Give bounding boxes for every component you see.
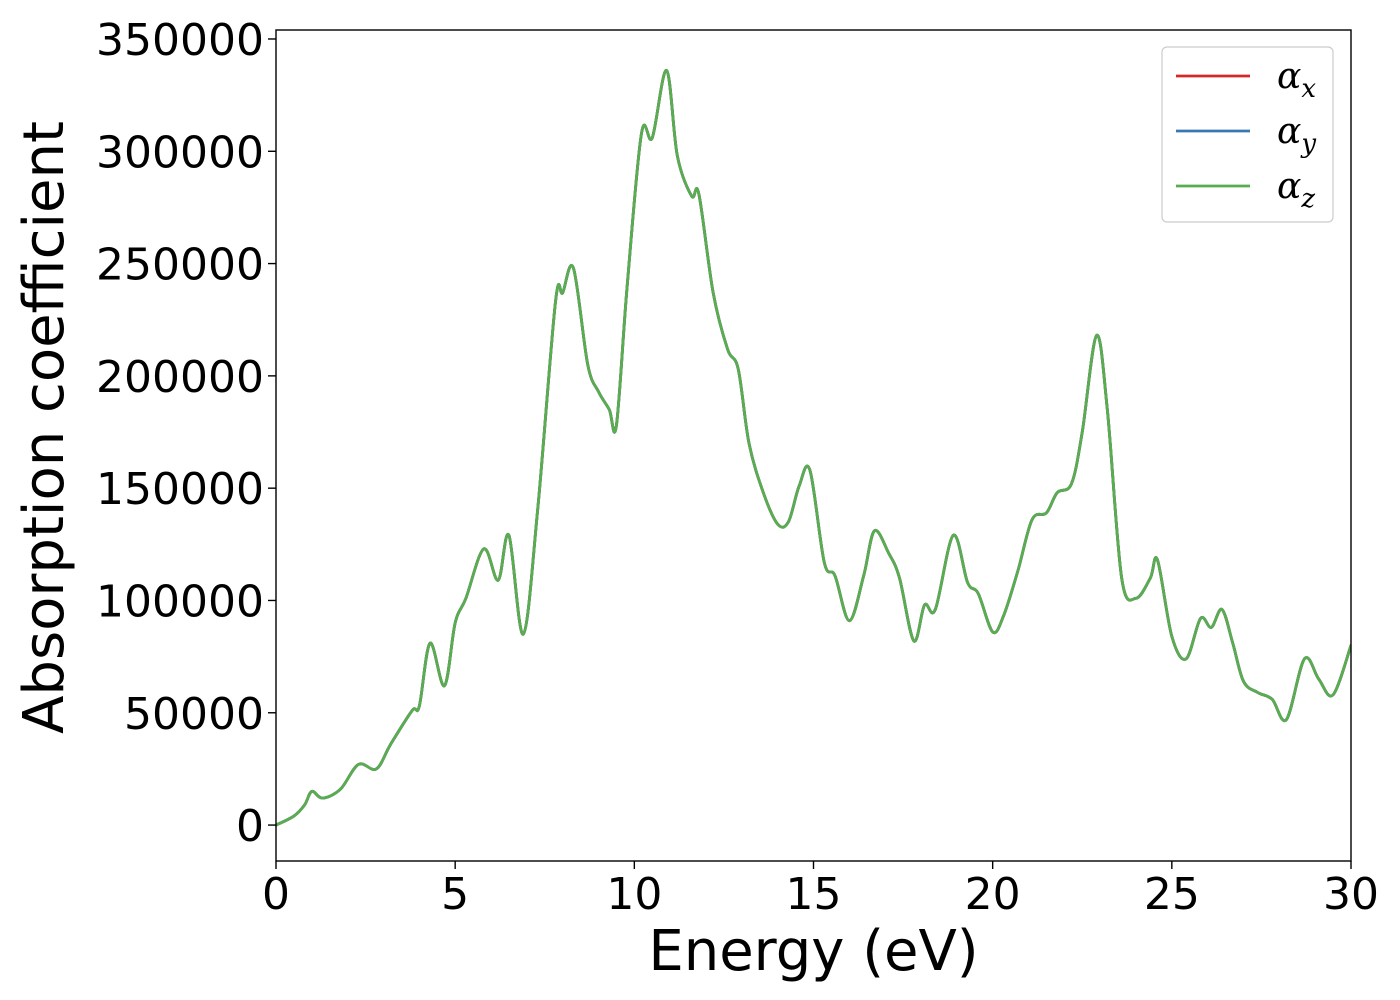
y-tick-label: 350000 — [96, 15, 264, 66]
x-tick-label: 25 — [1144, 869, 1200, 920]
x-axis-ticks: 0 5 10 15 20 25 30 — [262, 861, 1379, 920]
y-axis-ticks: 0 50000 100000 150000 200000 250000 300000 3500… — [96, 15, 276, 852]
x-tick-label: 5 — [441, 869, 469, 920]
x-axis-label: Energy (eV) — [648, 919, 978, 984]
y-tick-label: 50000 — [124, 689, 264, 740]
series-layer — [276, 69, 1351, 827]
x-tick-label: 0 — [262, 869, 290, 920]
legend-label-x: αx — [1277, 56, 1316, 104]
y-tick-label: 0 — [236, 801, 264, 852]
y-tick-label: 150000 — [96, 464, 264, 515]
x-tick-label: 10 — [606, 869, 662, 920]
y-axis-label: Absorption coefficient — [12, 121, 77, 734]
y-tick-label: 100000 — [96, 576, 264, 627]
x-tick-label: 15 — [786, 869, 842, 920]
x-tick-label: 20 — [965, 869, 1021, 920]
y-tick-label: 200000 — [96, 352, 264, 403]
x-tick-label: 30 — [1323, 869, 1379, 920]
series-line-z — [276, 69, 1351, 827]
y-tick-label: 300000 — [96, 127, 264, 178]
legend-box — [1161, 46, 1334, 223]
legend-label-z: αz — [1277, 166, 1315, 214]
legend: αx αy αz — [1161, 46, 1334, 223]
y-tick-label: 250000 — [96, 240, 264, 291]
legend-label-y: αy — [1277, 111, 1316, 159]
